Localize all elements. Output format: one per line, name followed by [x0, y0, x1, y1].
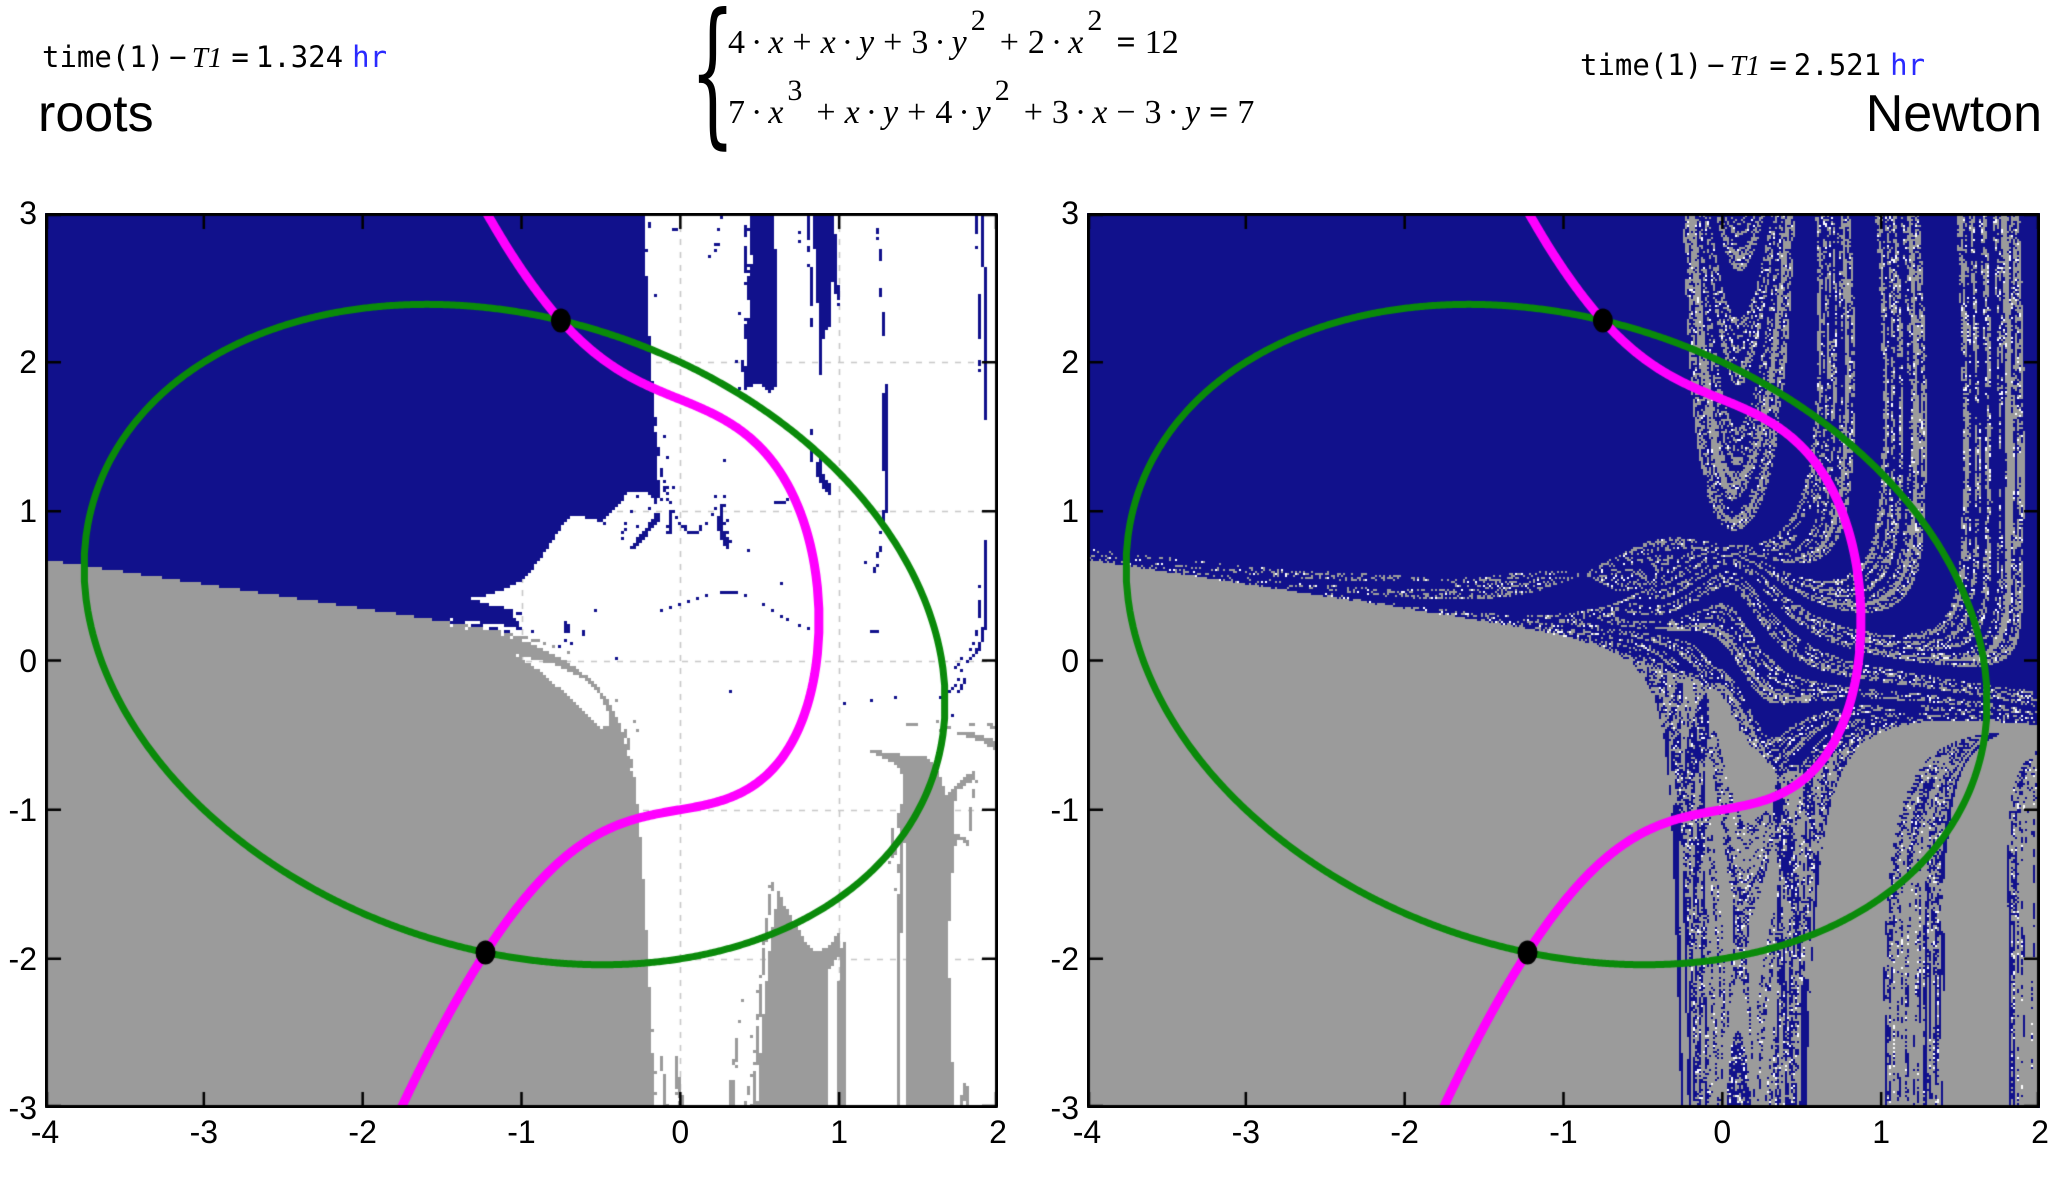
y-tick-label: -2	[1050, 940, 1079, 977]
x-tick-label: -1	[507, 1114, 536, 1150]
variable: y	[883, 94, 899, 131]
equation-2[interactable]: 7 · x3+ x · y +4 · y2+ 3 · x −3 · y = 7	[728, 74, 1255, 132]
y-tick-label: 0	[19, 642, 37, 679]
timer-expression: time(1)	[42, 40, 165, 74]
number: 7	[1237, 94, 1255, 131]
variable: x	[1068, 24, 1084, 61]
exponent: 3	[787, 74, 803, 107]
multiply-dot: ·	[841, 24, 854, 61]
equals-sign: =	[231, 40, 249, 74]
number: 3	[1051, 94, 1069, 131]
multiply-dot: ·	[958, 94, 970, 131]
timer-value: 2.521	[1793, 48, 1882, 82]
equation-1[interactable]: 4 · x + x · y +3 · y2+ 2 · x2= 12	[728, 4, 1179, 62]
timer-variable: T1	[1729, 50, 1761, 82]
x-tick-label: 2	[989, 1114, 1007, 1150]
multiply-dot: ·	[1074, 94, 1087, 131]
x-tick-label: 0	[1713, 1114, 1732, 1150]
x-tick-label: 1	[1872, 1114, 1891, 1150]
elapsed-time-left[interactable]: time(1) − T1 = 1.324 hr	[42, 40, 387, 75]
y-tick-label: 1	[19, 493, 37, 530]
y-tick-label: -1	[8, 791, 37, 828]
exponent: 2	[1087, 4, 1103, 37]
x-tick-label: -4	[1072, 1114, 1102, 1150]
number: 3	[1144, 94, 1162, 131]
x-tick-label: -3	[1231, 1114, 1261, 1150]
timer-expression: time(1)	[1580, 48, 1703, 82]
multiply-dot: ·	[1050, 24, 1063, 61]
x-tick-label: 0	[671, 1114, 690, 1150]
bold-equals: =	[1208, 94, 1229, 131]
variable: y	[859, 24, 875, 61]
x-tick-label: 1	[830, 1114, 849, 1150]
elapsed-time-right[interactable]: time(1) − T1 = 2.521 hr	[1580, 48, 1925, 83]
minus-operator: −	[169, 40, 187, 74]
operator: +	[907, 94, 927, 131]
multiply-dot: ·	[934, 24, 946, 61]
variable: x	[768, 24, 784, 61]
number: 4	[935, 94, 953, 131]
number: 7	[728, 94, 745, 131]
minus-operator: −	[1707, 48, 1725, 82]
y-tick-label: 0	[1061, 642, 1079, 679]
number: 2	[1027, 24, 1045, 61]
solve-block-equation-system[interactable]: { 4 · x + x · y +3 · y2+ 2 · x2= 12 7 · x3+ x · y +4 · y2+ 3 · x…	[690, 0, 1470, 160]
bold-equals: =	[1116, 24, 1136, 61]
timer-variable: T1	[191, 42, 223, 74]
multiply-dot: ·	[751, 94, 763, 131]
timer-unit: hr	[352, 40, 388, 74]
plot-title-roots: roots	[38, 85, 154, 143]
variable: y	[951, 24, 967, 61]
x-tick-label: -3	[189, 1114, 219, 1150]
x-tick-label: -2	[348, 1114, 377, 1150]
x-tick-label: -2	[1390, 1114, 1419, 1150]
y-tick-label: -3	[1050, 1090, 1079, 1126]
number: 4	[728, 24, 745, 61]
y-tick-label: -1	[1050, 791, 1079, 828]
roots-basin-plot[interactable]	[45, 213, 998, 1108]
y-tick-label: 2	[19, 344, 37, 381]
variable: y	[1184, 94, 1200, 131]
variable: x	[1092, 94, 1108, 131]
operator: +	[816, 94, 836, 131]
newton-basin-plot[interactable]	[1087, 213, 2040, 1108]
operator: +	[999, 24, 1019, 61]
number: 12	[1144, 24, 1179, 61]
operator: +	[1023, 94, 1043, 131]
y-tick-label: 3	[1061, 195, 1079, 231]
x-tick-label: 2	[2031, 1114, 2049, 1150]
y-tick-label: 2	[1061, 344, 1079, 381]
system-brace: {	[690, 0, 736, 164]
exponent: 2	[994, 74, 1010, 107]
multiply-dot: ·	[865, 94, 878, 131]
exponent: 2	[970, 4, 986, 37]
multiply-dot: ·	[751, 24, 763, 61]
timer-unit: hr	[1890, 48, 1926, 82]
multiply-dot: ·	[1167, 94, 1179, 131]
timer-value: 1.324	[255, 40, 344, 74]
variable: x	[844, 94, 860, 131]
operator: −	[1116, 94, 1136, 131]
y-tick-label: 3	[19, 195, 37, 231]
equals-sign: =	[1769, 48, 1787, 82]
variable: x	[768, 94, 784, 131]
operator: +	[792, 24, 812, 61]
y-tick-label: 1	[1061, 493, 1079, 530]
plot-title-newton: Newton	[1865, 85, 2042, 143]
variable: x	[820, 24, 836, 61]
x-tick-label: -1	[1549, 1114, 1578, 1150]
number: 3	[911, 24, 929, 61]
x-tick-label: -4	[30, 1114, 60, 1150]
y-tick-label: -2	[8, 940, 37, 977]
operator: +	[883, 24, 903, 61]
variable: y	[975, 94, 991, 131]
y-tick-label: -3	[8, 1090, 37, 1126]
